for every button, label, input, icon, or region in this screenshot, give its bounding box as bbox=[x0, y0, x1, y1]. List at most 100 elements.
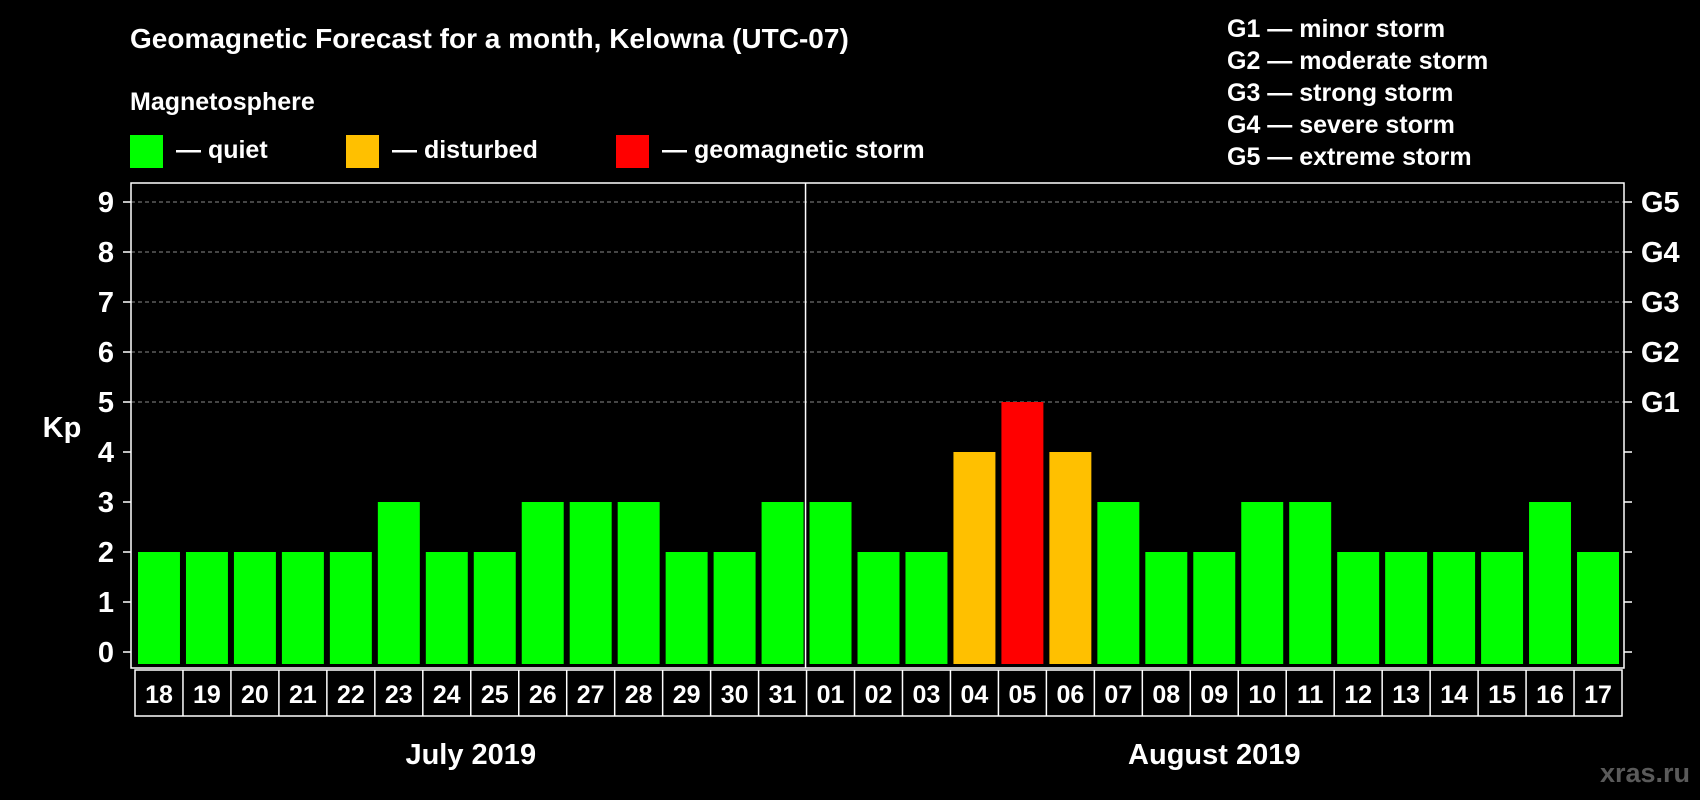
y-axis-label: Kp bbox=[43, 412, 82, 444]
bar-04 bbox=[953, 452, 996, 664]
day-label-04: 04 bbox=[961, 681, 989, 709]
bar-11 bbox=[1289, 502, 1332, 664]
plot-frame bbox=[130, 182, 1625, 669]
y-tick-label: 3 bbox=[98, 487, 114, 519]
g-scale-label: G4 bbox=[1641, 237, 1680, 269]
storm-scale-legend: G1 — minor storm G2 — moderate storm G3 … bbox=[1227, 15, 1488, 171]
g-scale-label: G1 bbox=[1641, 387, 1680, 419]
bar-02 bbox=[857, 552, 900, 664]
y-tick-label: 0 bbox=[98, 637, 114, 669]
bar-30 bbox=[713, 552, 756, 664]
bar-14 bbox=[1433, 552, 1476, 664]
storm-scale-g5: G5 — extreme storm bbox=[1227, 143, 1472, 171]
bar-22 bbox=[329, 552, 372, 664]
y-tick-label: 7 bbox=[98, 287, 114, 319]
bar-13 bbox=[1385, 552, 1428, 664]
day-label-12: 12 bbox=[1344, 681, 1372, 709]
bar-31 bbox=[761, 502, 804, 664]
y-axis-ticks: 0 1 2 3 4 5 6 7 8 9 bbox=[98, 187, 131, 669]
day-label-26: 26 bbox=[529, 681, 557, 709]
y-tick-label: 9 bbox=[98, 187, 114, 219]
y-tick-label: 1 bbox=[98, 587, 114, 619]
legend-label-quiet: — quiet bbox=[176, 136, 268, 164]
y-tick-label: 6 bbox=[98, 337, 114, 369]
legend-label-storm: — geomagnetic storm bbox=[662, 136, 925, 164]
bar-16 bbox=[1529, 502, 1572, 664]
bars bbox=[138, 402, 1619, 664]
day-label-10: 10 bbox=[1248, 681, 1276, 709]
month-label-0: July 2019 bbox=[405, 739, 536, 771]
bar-10 bbox=[1241, 502, 1284, 664]
bar-07 bbox=[1097, 502, 1140, 664]
bar-25 bbox=[473, 552, 516, 664]
day-label-06: 06 bbox=[1056, 681, 1084, 709]
day-label-09: 09 bbox=[1200, 681, 1228, 709]
bar-09 bbox=[1193, 552, 1236, 664]
day-label-18: 18 bbox=[145, 681, 173, 709]
day-labels: 18 19 20 21 22 23 24 25 26 27 28 29 30 31 01 02 03 04 05 06… bbox=[134, 669, 1623, 717]
month-label-1: August 2019 bbox=[1128, 739, 1300, 771]
legend-swatch-quiet bbox=[130, 135, 163, 168]
y-tick-label: 4 bbox=[98, 437, 114, 469]
legend-swatch-disturbed bbox=[346, 135, 379, 168]
bar-06 bbox=[1049, 452, 1092, 664]
y-tick-label: 8 bbox=[98, 237, 114, 269]
storm-scale-g3: G3 — strong storm bbox=[1227, 79, 1453, 107]
bar-05 bbox=[1001, 402, 1044, 664]
day-label-28: 28 bbox=[625, 681, 653, 709]
day-label-22: 22 bbox=[337, 681, 365, 709]
bar-27 bbox=[569, 502, 612, 664]
watermark: xras.ru bbox=[1600, 758, 1690, 788]
bar-17 bbox=[1577, 552, 1619, 664]
chart-title: Geomagnetic Forecast for a month, Kelown… bbox=[130, 23, 849, 54]
bar-18 bbox=[138, 552, 180, 664]
day-label-14: 14 bbox=[1440, 681, 1468, 709]
day-label-16: 16 bbox=[1536, 681, 1564, 709]
storm-scale-g1: G1 — minor storm bbox=[1227, 15, 1445, 43]
color-legend: — quiet — disturbed — geomagnetic storm bbox=[130, 135, 925, 168]
bar-23 bbox=[377, 502, 420, 664]
gridlines bbox=[131, 201, 1624, 403]
bar-29 bbox=[665, 552, 708, 664]
y-tick-label: 2 bbox=[98, 537, 114, 569]
day-label-29: 29 bbox=[673, 681, 701, 709]
day-label-19: 19 bbox=[193, 681, 221, 709]
g-scale-axis-ticks: G1 G2 G3 G4 G5 bbox=[1624, 187, 1680, 653]
g-scale-label: G5 bbox=[1641, 187, 1680, 219]
day-label-11: 11 bbox=[1297, 681, 1324, 709]
day-label-13: 13 bbox=[1392, 681, 1420, 709]
bar-08 bbox=[1145, 552, 1188, 664]
day-label-07: 07 bbox=[1104, 681, 1132, 709]
legend-label-disturbed: — disturbed bbox=[392, 136, 538, 164]
day-label-31: 31 bbox=[769, 681, 797, 709]
day-label-24: 24 bbox=[433, 681, 461, 709]
bar-24 bbox=[425, 552, 468, 664]
month-labels: July 2019 August 2019 bbox=[405, 739, 1300, 771]
day-label-30: 30 bbox=[721, 681, 749, 709]
storm-scale-g4: G4 — severe storm bbox=[1227, 111, 1455, 139]
g-scale-label: G3 bbox=[1641, 287, 1680, 319]
day-label-01: 01 bbox=[817, 681, 845, 709]
y-tick-label: 5 bbox=[98, 387, 114, 419]
day-label-23: 23 bbox=[385, 681, 413, 709]
bar-01 bbox=[809, 502, 852, 664]
bar-21 bbox=[281, 552, 324, 664]
day-label-21: 21 bbox=[289, 681, 317, 709]
legend-swatch-storm bbox=[616, 135, 649, 168]
bar-26 bbox=[521, 502, 564, 664]
day-label-03: 03 bbox=[913, 681, 941, 709]
day-label-02: 02 bbox=[865, 681, 893, 709]
storm-scale-g2: G2 — moderate storm bbox=[1227, 47, 1488, 75]
day-label-20: 20 bbox=[241, 681, 269, 709]
day-labels-frame bbox=[134, 669, 1623, 717]
day-label-08: 08 bbox=[1152, 681, 1180, 709]
chart-subtitle: Magnetosphere bbox=[130, 88, 315, 116]
day-label-05: 05 bbox=[1008, 681, 1036, 709]
day-label-17: 17 bbox=[1584, 681, 1612, 709]
bar-15 bbox=[1481, 552, 1524, 664]
bar-28 bbox=[617, 502, 660, 664]
g-scale-label: G2 bbox=[1641, 337, 1680, 369]
bar-03 bbox=[905, 552, 948, 664]
